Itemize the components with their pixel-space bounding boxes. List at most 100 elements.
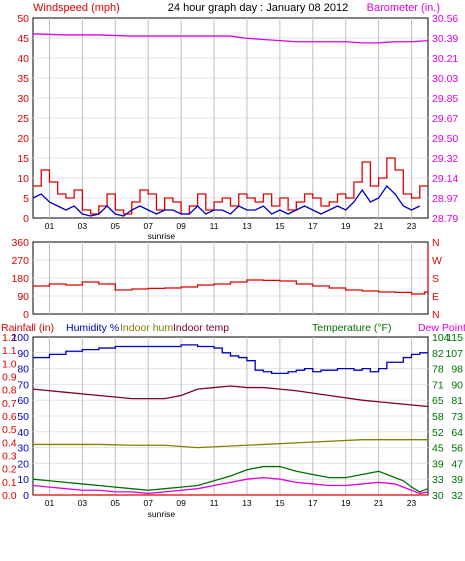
rain-left-tick-label: 0.8 (2, 385, 17, 397)
direction-right-tick-label: N (432, 237, 440, 249)
temp-right-a-tick-label: 33 (432, 474, 444, 486)
wind-x-tick-label: 21 (374, 221, 384, 231)
wind-left-tick-label: 10 (17, 173, 29, 185)
temp-right-a-tick-label: 78 (432, 364, 444, 376)
temp-sunrise-label: sunrise (148, 509, 176, 519)
wind-left-tick-label: 5 (23, 193, 29, 205)
wind-x-tick-label: 05 (111, 221, 121, 231)
rain-left-tick-label: 1.2 (2, 332, 17, 344)
humidity-left-tick-label: 0 (23, 490, 29, 502)
barometer-right-tick-label: 29.14 (432, 173, 458, 185)
direction-left-tick-label: 180 (11, 273, 29, 285)
barometer-right-tick-label: 30.39 (432, 33, 458, 45)
barometer-right-tick-label: 30.56 (432, 13, 458, 25)
temp-x-tick-label: 23 (407, 498, 417, 508)
barometer-right-tick-label: 28.97 (432, 193, 458, 205)
temp-x-tick-label: 21 (374, 498, 384, 508)
temp-right-b-tick-label: 115 (446, 332, 463, 344)
direction-right-tick-label: E (432, 291, 439, 303)
direction-left-tick-label: 270 (11, 255, 29, 267)
barometer-right-tick-label: 29.32 (432, 153, 458, 165)
temp-x-tick-label: 01 (45, 498, 55, 508)
temp-right-b-tick-label: 47 (451, 458, 463, 470)
dew-point-axis-title: Dew Point (418, 322, 465, 334)
rain-left-tick-label: 0.4 (2, 437, 17, 449)
wind-average-line (32, 184, 421, 217)
humidity-left-tick-label: 80 (17, 364, 29, 376)
direction-right-tick-label: S (432, 273, 439, 285)
humidity-left-tick-label: 50 (17, 411, 29, 423)
rain-left-tick-label: 0.5 (2, 424, 17, 436)
direction-left-tick-label: 0 (23, 309, 29, 321)
dew-point-line (32, 476, 429, 495)
barometer-right-tick-label: 30.21 (432, 53, 458, 65)
temp-right-b-tick-label: 64 (451, 427, 463, 439)
wind-x-tick-label: 15 (275, 221, 285, 231)
humidity-left-tick-label: 40 (17, 427, 29, 439)
direction-right-tick-label: W (432, 255, 442, 267)
temp-x-tick-label: 07 (143, 498, 153, 508)
rainfall-axis-title: Rainfall (in) (1, 322, 54, 334)
wind-x-tick-label: 19 (341, 221, 351, 231)
temp-right-b-tick-label: 107 (445, 348, 463, 360)
chart-marks: 0510152025303540455028.7928.9729.1429.32… (2, 13, 463, 519)
rain-left-tick-label: 0.7 (2, 398, 17, 410)
temp-right-b-tick-label: 90 (451, 379, 463, 391)
indoor-humidity-line (33, 439, 428, 449)
humidity-left-tick-label: 10 (17, 474, 29, 486)
wind-x-tick-label: 01 (45, 221, 55, 231)
barometer-right-tick-label: 29.85 (432, 93, 458, 105)
wind-x-tick-label: 13 (242, 221, 252, 231)
temp-right-b-tick-label: 98 (451, 364, 463, 376)
direction-left-tick-label: 90 (17, 291, 29, 303)
indoor-hum-axis-title: Indoor hum (120, 322, 173, 334)
temp-x-tick-label: 05 (111, 498, 121, 508)
barometer-axis-title: Barometer (in.) (367, 2, 440, 14)
windspeed-axis-title: Windspeed (mph) (33, 2, 120, 14)
barometer-right-tick-label: 29.67 (432, 113, 458, 125)
wind-x-tick-label: 23 (407, 221, 417, 231)
barometer-right-tick-label: 28.79 (432, 213, 458, 225)
rain-left-tick-label: 0.1 (2, 477, 17, 489)
rain-left-tick-label: 0.3 (2, 451, 17, 463)
wind-left-tick-label: 0 (23, 213, 29, 225)
temp-right-a-tick-label: 30 (432, 490, 444, 502)
wind-left-tick-label: 20 (17, 133, 29, 145)
barometer-line (32, 33, 429, 44)
temp-x-tick-label: 09 (176, 498, 186, 508)
temp-x-tick-label: 03 (78, 498, 88, 508)
wind-left-tick-label: 50 (17, 13, 29, 25)
temp-x-tick-label: 13 (242, 498, 252, 508)
wind-left-tick-label: 45 (17, 33, 29, 45)
temp-right-b-tick-label: 73 (451, 411, 463, 423)
temp-right-b-tick-label: 32 (451, 490, 463, 502)
rain-left-tick-label: 1.0 (2, 358, 17, 370)
temp-right-b-tick-label: 39 (451, 474, 463, 486)
indoor-temp-line (32, 385, 429, 408)
wind-x-tick-label: 11 (210, 221, 219, 231)
rain-left-tick-label: 0.9 (2, 372, 17, 384)
barometer-right-tick-label: 30.03 (432, 73, 458, 85)
wind-left-tick-label: 40 (17, 53, 29, 65)
wind-gust-line (33, 157, 428, 215)
humidity-left-tick-label: 60 (17, 395, 29, 407)
wind-left-tick-label: 30 (17, 93, 29, 105)
humidity-left-tick-label: 70 (17, 379, 29, 391)
temp-x-tick-label: 15 (275, 498, 285, 508)
temp-right-a-tick-label: 58 (432, 411, 444, 423)
humidity-line (33, 344, 428, 374)
indoor-temp-axis-title: Indoor temp (173, 322, 229, 334)
rain-left-tick-label: 1.1 (2, 345, 17, 357)
wind-x-tick-label: 07 (143, 221, 153, 231)
temperature-axis-title: Temperature (°F) (312, 322, 391, 334)
temp-x-tick-label: 17 (308, 498, 318, 508)
temp-x-tick-label: 19 (341, 498, 351, 508)
wind-left-tick-label: 25 (17, 113, 29, 125)
temp-x-tick-label: 11 (210, 498, 219, 508)
direction-left-tick-label: 360 (11, 237, 29, 249)
barometer-right-tick-label: 29.50 (432, 133, 458, 145)
rain-left-tick-label: 0.6 (2, 411, 17, 423)
wind-left-tick-label: 15 (17, 153, 29, 165)
